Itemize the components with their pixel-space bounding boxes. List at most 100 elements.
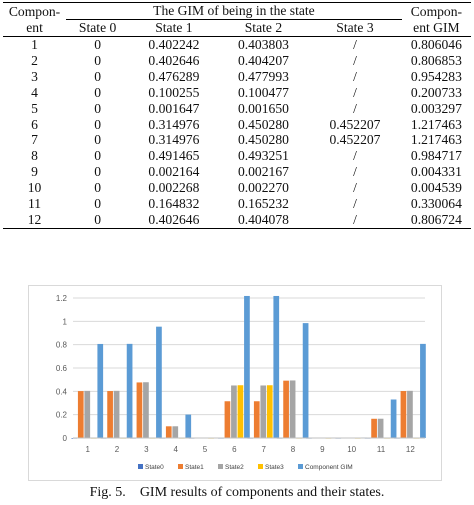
y-tick-label: 1 [63, 317, 68, 326]
table-cell: 0.403803 [237, 37, 289, 52]
header-state-0: State 0 [66, 19, 130, 37]
table-cell: 7 [31, 132, 38, 148]
table-cell: 0.493251 [237, 148, 289, 164]
table-cell: 0.100477 [237, 84, 289, 100]
gim-results-table: Compon- ent The GIM of being in the stat… [3, 2, 471, 229]
table-cell: 0 [94, 132, 102, 148]
table-cell: / [353, 100, 357, 116]
legend-swatch [178, 464, 183, 469]
y-tick-label: 0.6 [56, 364, 68, 373]
y-tick-label: 0.4 [56, 387, 68, 396]
table-cell: 0.002268 [148, 180, 200, 196]
bar [165, 426, 172, 438]
table-row: 11 0 0.164832 0.165232 / 0.330064 [3, 196, 471, 212]
table-cell: 12 [3, 211, 67, 229]
x-tick-label: 5 [203, 445, 208, 454]
table-row: 7 0 0.314976 0.450280 0.452207 1.217463 [3, 132, 471, 148]
table-cell: 0.984717 [410, 148, 462, 164]
table-cell: 0.004331 [410, 164, 462, 180]
table-cell: 0 [94, 148, 102, 164]
bar [185, 414, 192, 438]
bar [143, 382, 149, 438]
table-cell: 0 [66, 211, 130, 229]
x-tick-label: 10 [347, 445, 356, 454]
table-cell: 4 [31, 84, 38, 100]
header-state-group: The GIM of being in the state [66, 2, 402, 20]
header-component: Compon- ent [3, 2, 67, 37]
table-cell: 0.450280 [237, 132, 289, 148]
legend-swatch [138, 464, 143, 469]
table-cell: / [353, 164, 357, 180]
table-row: 2 0 0.402646 0.404207 / 0.806853 [3, 53, 471, 69]
table-cell: 1.217463 [410, 116, 462, 132]
bar [156, 326, 162, 438]
header-component-text: Compon- ent [8, 3, 61, 35]
table-row: 4 0 0.100255 0.100477 / 0.200733 [3, 85, 471, 101]
table-cell: 0 [94, 116, 102, 132]
table-body: 1 0 0.402242 0.403803/0.806046 2 0 0.402646 0.4… [3, 37, 471, 229]
bar [113, 390, 120, 438]
table-cell: 0 [94, 164, 102, 180]
legend-label: State3 [265, 464, 284, 471]
x-tick-label: 7 [261, 445, 266, 454]
bar [253, 401, 260, 438]
header-state-group-text: The GIM of being in the state [153, 3, 315, 18]
table-cell: 10 [27, 180, 42, 196]
header-component-gim-text: Compon- ent GIM [410, 3, 463, 35]
table-cell: 0 [94, 196, 102, 212]
y-tick-label: 1.2 [56, 294, 68, 303]
table-cell: 0.402646 [148, 52, 200, 68]
y-tick-label: 0 [63, 434, 68, 443]
table-cell: 0.330064 [410, 196, 462, 212]
table-cell: 0.402242 [148, 37, 200, 52]
caption-label: Fig. 5. [89, 485, 126, 500]
table-cell: 0.476289 [148, 68, 200, 84]
table-cell: 0.404078 [218, 211, 309, 229]
table-cell: 0.003297 [410, 100, 462, 116]
bar [260, 385, 267, 438]
bar [289, 380, 296, 438]
table-row: 8 0 0.491465 0.493251 / 0.984717 [3, 148, 471, 164]
table-cell: 0.200733 [410, 84, 462, 100]
x-tick-label: 4 [173, 445, 178, 454]
legend-swatch [258, 464, 263, 469]
table-cell: 0 [94, 84, 102, 100]
table-cell: 0.452207 [329, 132, 381, 148]
table-cell: / [353, 84, 357, 100]
table-cell: / [353, 37, 357, 52]
bar [400, 391, 407, 438]
bar [224, 401, 231, 438]
table-cell: 8 [31, 148, 38, 164]
header-component-gim: Compon- ent GIM [401, 2, 471, 37]
table-cell: 0.001647 [148, 100, 200, 116]
legend-label: Component GIM [305, 464, 353, 471]
table-cell: 0 [94, 68, 102, 84]
bar [273, 295, 280, 438]
table-cell: 0 [94, 37, 102, 52]
legend-label: State2 [225, 464, 244, 471]
x-tick-label: 12 [406, 445, 415, 454]
table-cell: / [353, 68, 357, 84]
table-row: 1 0 0.402242 0.403803 / 0.806046 [3, 37, 471, 53]
table-cell: 1 [31, 37, 38, 52]
legend-label: State1 [185, 464, 204, 471]
x-tick-label: 3 [144, 445, 149, 454]
bar [172, 426, 179, 438]
bar [302, 323, 309, 438]
table-cell: 0.806724 [401, 211, 471, 229]
table-cell: 0.314976 [148, 116, 200, 132]
table-cell: 0.954283 [410, 68, 462, 84]
bar [407, 390, 413, 438]
table-cell: 0.001650 [237, 100, 289, 116]
header-state-1: State 1 [129, 19, 219, 37]
table-cell: 0.165232 [237, 196, 289, 212]
x-tick-label: 1 [85, 445, 90, 454]
legend-swatch [218, 464, 223, 469]
bar [107, 391, 113, 438]
x-tick-label: 6 [232, 445, 237, 454]
table-cell: 0 [94, 52, 102, 68]
table-cell: / [353, 196, 357, 212]
bar [420, 343, 426, 438]
table-cell: 6 [31, 116, 38, 132]
